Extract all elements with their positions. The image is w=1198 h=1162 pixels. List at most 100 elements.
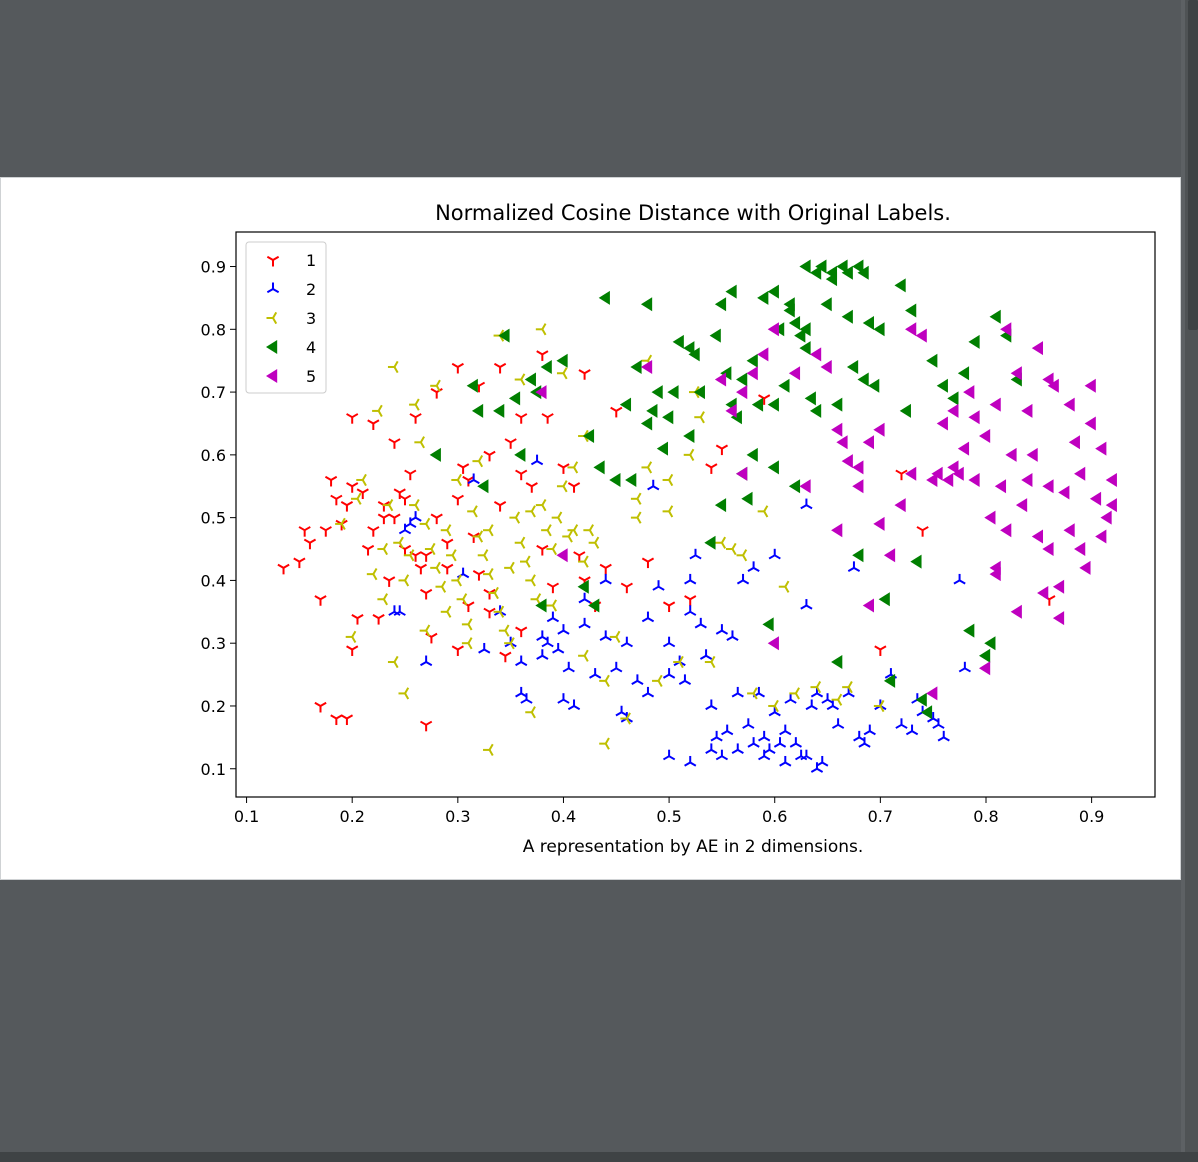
data-point (461, 637, 473, 650)
data-point (546, 542, 558, 556)
data-point (746, 447, 758, 462)
data-point (746, 353, 758, 368)
data-point (694, 617, 707, 629)
data-point (641, 611, 655, 623)
data-point (715, 444, 729, 456)
data-point (504, 561, 515, 574)
data-point (831, 718, 845, 729)
data-point (799, 479, 811, 494)
data-point (968, 472, 980, 487)
scrollbar-thumb[interactable] (1188, 0, 1198, 330)
data-point (905, 303, 917, 318)
data-point (773, 737, 787, 748)
data-point (768, 699, 779, 713)
data-point (731, 686, 744, 698)
data-point (989, 567, 1001, 582)
y-tick-label: 0.3 (201, 634, 226, 653)
data-point (1031, 341, 1044, 356)
data-point (589, 668, 602, 679)
data-point (684, 605, 697, 616)
data-point (857, 265, 869, 280)
data-point (430, 387, 443, 399)
legend-label: 1 (306, 251, 316, 270)
data-point (430, 561, 441, 574)
data-point (456, 463, 470, 474)
data-point (736, 573, 750, 585)
data-point (1058, 485, 1070, 500)
data-point (789, 737, 802, 748)
data-point (557, 693, 570, 704)
data-point (420, 655, 433, 667)
data-point (747, 687, 758, 700)
data-point (582, 429, 595, 444)
data-point (514, 447, 526, 462)
data-point (705, 743, 718, 755)
data-point (715, 624, 729, 635)
data-point (451, 362, 464, 374)
data-point (947, 460, 959, 475)
data-point (515, 655, 528, 667)
data-point (477, 479, 489, 494)
data-point (932, 718, 945, 729)
data-point (846, 359, 859, 374)
data-point (800, 599, 813, 610)
data-point (372, 613, 385, 625)
data-point (704, 655, 716, 669)
data-point (508, 391, 521, 406)
data-point (1052, 611, 1065, 626)
data-point (461, 618, 473, 631)
data-point (446, 549, 457, 562)
data-point (762, 617, 774, 632)
data-point (567, 699, 581, 711)
data-point (388, 513, 401, 525)
legend-box (245, 241, 327, 394)
data-point (894, 498, 906, 513)
data-point (425, 632, 438, 644)
data-point (583, 524, 594, 537)
data-point (910, 554, 922, 569)
data-point (989, 397, 1001, 412)
data-point (483, 743, 494, 757)
data-point (536, 544, 549, 556)
data-point (673, 655, 684, 669)
data-point (483, 588, 496, 600)
data-point (499, 651, 512, 663)
data-point (816, 755, 829, 767)
data-point (662, 636, 676, 648)
data-point (1095, 529, 1107, 544)
data-point (662, 473, 674, 487)
data-point (387, 655, 399, 669)
data-point (466, 378, 478, 393)
data-point (863, 724, 876, 736)
data-point (788, 366, 801, 381)
data-point (578, 649, 589, 662)
data-point (672, 334, 684, 349)
data-point (1000, 322, 1012, 337)
data-point (330, 714, 343, 726)
data-point (630, 511, 642, 524)
data-point (994, 479, 1007, 494)
data-point (895, 469, 908, 481)
data-point (541, 524, 552, 537)
data-point (1079, 560, 1091, 575)
data-point (767, 322, 779, 337)
data-point (873, 422, 885, 437)
data-point (456, 593, 468, 606)
data-point (874, 645, 887, 656)
data-point (388, 438, 401, 449)
legend-entry: 4 (266, 338, 316, 357)
data-point (514, 373, 526, 386)
data-point (477, 549, 489, 562)
data-point (535, 385, 547, 400)
data-point (862, 598, 874, 613)
data-point (393, 605, 406, 616)
data-point (868, 378, 880, 393)
y-tick-label: 0.2 (201, 697, 226, 716)
data-point (957, 441, 970, 456)
data-point (810, 762, 824, 773)
data-point (535, 323, 547, 336)
legend-marker (266, 340, 278, 354)
data-point (483, 607, 496, 619)
data-point (894, 278, 906, 293)
data-point (556, 548, 568, 563)
